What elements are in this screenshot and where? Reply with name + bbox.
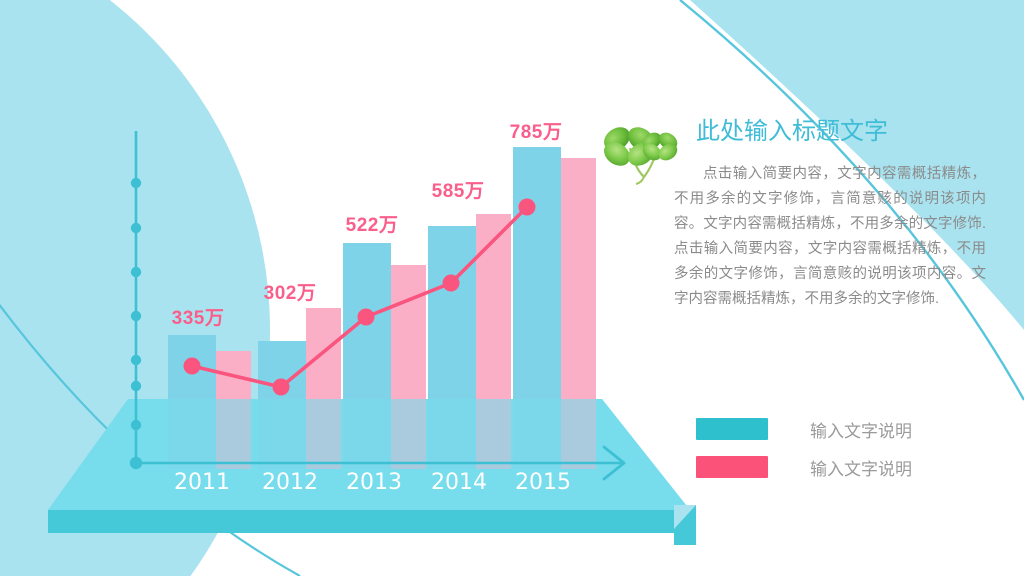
data-label-2015: 785万 [509,122,563,143]
bg-accent-triangle [674,505,696,545]
clover-icon [604,127,678,185]
chart-legend: 输入文字说明 输入文字说明 [696,410,912,486]
trend-line [183,198,536,396]
legend-swatch-series1 [696,418,768,440]
y-axis-dot [130,266,142,278]
trend-point [442,274,460,292]
y-axis-dot [130,419,142,431]
x-axis-label-2012: 2012 [262,470,318,495]
bg-arc-line-right [679,0,1024,401]
data-label-2013: 522万 [345,215,399,236]
panel-title: 此处输入标题文字 [696,118,888,145]
x-axis-arrow-icon [602,445,626,481]
trend-point [357,308,375,326]
y-axis-dot [130,177,142,189]
y-axis-dot [130,354,142,366]
y-axis [129,131,143,470]
data-label-2012: 302万 [263,283,317,304]
y-axis-dot [130,380,142,392]
platform-front [48,510,690,533]
x-axis-label-2013: 2013 [346,470,402,495]
legend-swatch-series2 [696,456,768,478]
trend-point [272,378,290,396]
y-axis-dot [130,222,142,234]
legend-label-series1: 输入文字说明 [810,421,912,441]
trend-point [518,198,536,216]
x-axis-label-2014: 2014 [431,470,487,495]
y-axis-dot [130,310,142,322]
legend-item-series1[interactable]: 输入文字说明 [696,410,912,448]
platform-top-overlay [48,399,690,510]
info-panel: 此处输入标题文字 点击输入简要内容，文字内容需概括精炼，不用多余的文字修饰，言简… [604,118,1004,312]
trend-point [183,357,201,375]
data-label-2011: 335万 [171,308,225,329]
data-label-2014: 585万 [431,181,485,202]
legend-label-series2: 输入文字说明 [810,459,912,479]
legend-item-series2[interactable]: 输入文字说明 [696,448,912,486]
x-axis [136,445,626,481]
x-axis-label-2015: 2015 [515,470,571,495]
x-axis-label-2011: 2011 [174,470,230,495]
panel-body-text: 点击输入简要内容，文字内容需概括精炼，不用多余的文字修饰，言简意赅的说明该项内容… [674,166,986,307]
bg-wedge-right [690,0,1024,330]
